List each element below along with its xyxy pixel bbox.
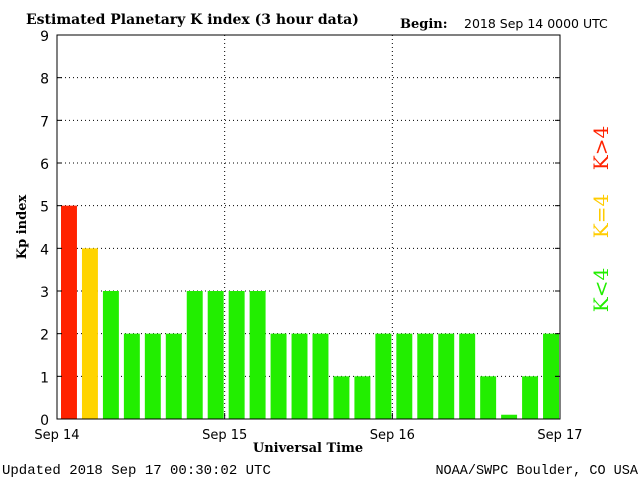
kp-bar xyxy=(522,376,539,419)
legend-mid-label: K=4 xyxy=(589,194,613,238)
y-tick-label: 7 xyxy=(40,114,49,130)
y-axis-label: Kp index xyxy=(15,195,30,260)
y-tick-label: 9 xyxy=(40,29,49,45)
kp-bar xyxy=(543,333,559,419)
kp-bar xyxy=(123,333,140,419)
kp-bar xyxy=(61,205,77,419)
kp-bar xyxy=(375,333,392,419)
y-tick-label: 3 xyxy=(40,285,49,301)
kp-bar xyxy=(186,291,203,419)
x-axis-label: Universal Time xyxy=(253,441,363,456)
kp-bar xyxy=(480,376,497,419)
kp-bar xyxy=(291,333,308,419)
kp-bar xyxy=(354,376,371,419)
y-tick-label: 2 xyxy=(40,328,49,344)
x-tick-label: Sep 16 xyxy=(370,428,415,443)
y-tick-label: 5 xyxy=(40,200,49,216)
kp-bar xyxy=(459,333,476,419)
footer-updated: Updated 2018 Sep 17 00:30:02 UTC xyxy=(2,463,271,479)
plot-area: 0 1 2 3 4 5 6 7 8 9 Sep 14 Sep 15 Sep 16 Sep 17 xyxy=(34,29,582,443)
kp-bar xyxy=(81,248,98,419)
chart-title: Estimated Planetary K index (3 hour data… xyxy=(26,12,359,28)
kp-bar xyxy=(417,333,434,419)
begin-label: Begin: xyxy=(400,17,448,32)
y-tick-label: 6 xyxy=(40,157,49,173)
x-tick-label: Sep 14 xyxy=(34,428,79,443)
kp-bar xyxy=(312,333,329,419)
begin-value: 2018 Sep 14 0000 UTC xyxy=(464,16,608,31)
kp-bar xyxy=(396,333,413,419)
x-tick-label: Sep 15 xyxy=(202,428,247,443)
legend-high-label: K>4 xyxy=(589,126,613,170)
kp-bar xyxy=(333,376,350,419)
x-tick-label: Sep 17 xyxy=(537,428,582,443)
y-tick-label: 1 xyxy=(40,370,49,386)
kp-bar xyxy=(501,414,518,419)
kp-bar xyxy=(144,333,161,419)
y-tick-label: 8 xyxy=(40,72,49,88)
plot-frame xyxy=(56,34,561,420)
y-tick-label: 0 xyxy=(40,413,49,429)
y-tick-label: 4 xyxy=(40,242,49,258)
kp-bar xyxy=(270,333,287,419)
kp-bar xyxy=(102,291,119,419)
footer-source: NOAA/SWPC Boulder, CO USA xyxy=(435,464,638,479)
kp-bar xyxy=(228,291,245,419)
kp-bar xyxy=(165,333,182,419)
kp-bar xyxy=(249,291,266,419)
kp-bar xyxy=(438,333,455,419)
kp-bar xyxy=(207,291,224,419)
legend-low-label: K<4 xyxy=(589,268,613,312)
